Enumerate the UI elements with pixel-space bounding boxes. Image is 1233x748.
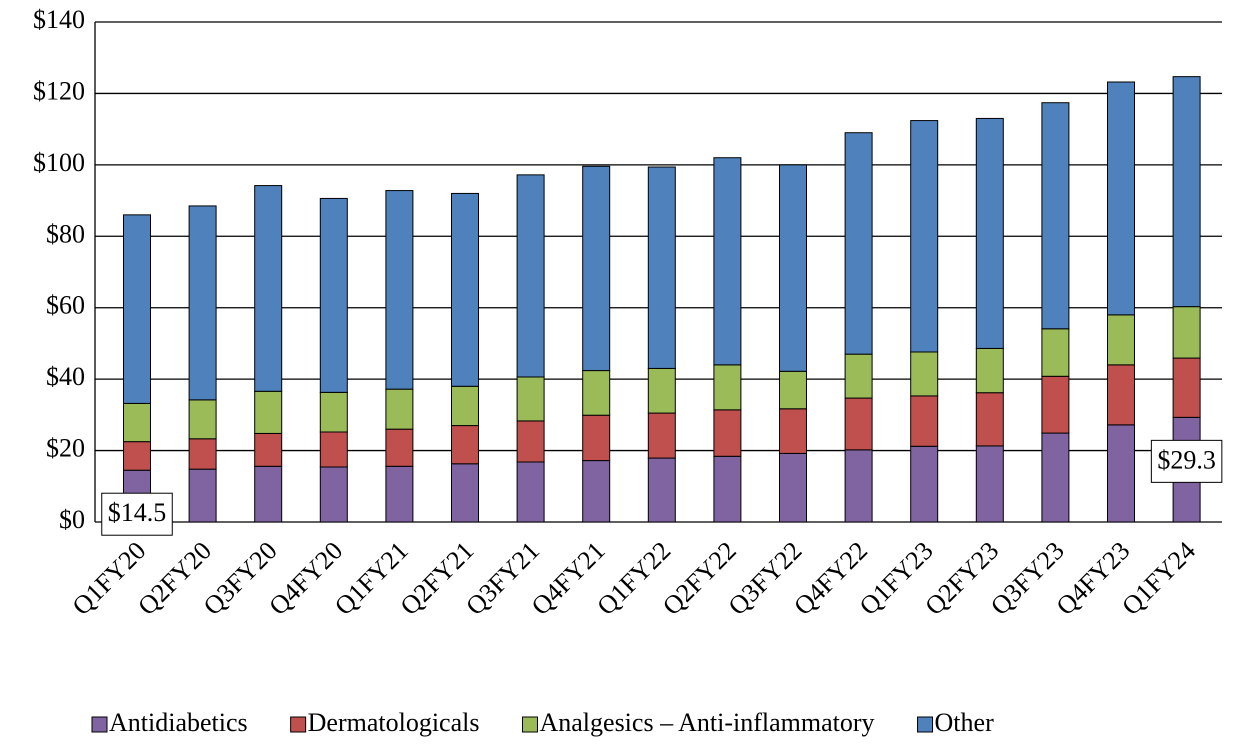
bar-segment — [975, 347, 1004, 394]
bar-segment — [1041, 432, 1070, 523]
bar-segment — [582, 370, 611, 416]
bar-segment — [779, 370, 807, 410]
data-label-text: $14.5 — [108, 498, 167, 527]
legend-label: Dermatologicals — [308, 708, 480, 737]
legend-swatch — [521, 716, 538, 733]
bar-segment — [582, 414, 611, 462]
bar-segment — [910, 351, 939, 397]
bar-segment — [385, 428, 414, 467]
bar-segment — [910, 120, 939, 353]
bar-segment — [713, 455, 742, 523]
bar-segment — [779, 408, 807, 454]
bar-segment — [910, 395, 939, 447]
bar-segment — [779, 452, 807, 523]
bar-segment — [188, 205, 217, 401]
bar-segment — [451, 463, 479, 523]
bar-segment — [647, 367, 676, 414]
bar-segment — [188, 438, 217, 470]
bar-segment — [516, 420, 545, 463]
y-tick-label: $100 — [33, 148, 85, 177]
bar-segment — [319, 391, 348, 433]
bar-segment — [1041, 102, 1070, 330]
legend-swatch — [91, 716, 108, 733]
bar-segment — [188, 468, 217, 523]
bar-segment — [1107, 81, 1135, 316]
bar-segment — [713, 157, 742, 366]
bar-segment — [582, 460, 611, 523]
bar-segment — [647, 457, 676, 523]
bar-segment — [975, 392, 1004, 447]
bar-segment — [1107, 314, 1135, 366]
y-tick-label: $80 — [46, 219, 85, 248]
data-label: $14.5 — [101, 492, 173, 536]
bar-segment — [1172, 357, 1201, 418]
bar-segment — [319, 466, 348, 523]
legend-label: Antidiabetics — [109, 708, 248, 737]
bar-segment — [123, 214, 151, 404]
y-tick-label: $140 — [33, 5, 85, 34]
bar-segment — [254, 185, 283, 392]
legend-label: Other — [935, 708, 995, 737]
bar-segment — [1041, 328, 1070, 377]
bar-segment — [451, 385, 479, 427]
bar-segment — [713, 364, 742, 411]
bar-segment — [844, 397, 873, 451]
bar-segment — [582, 165, 611, 372]
bar-segment — [385, 190, 414, 390]
y-tick-label: $40 — [46, 362, 85, 391]
bar-segment — [1041, 375, 1070, 434]
bar-segment — [123, 441, 151, 471]
bar-segment — [779, 164, 807, 372]
data-label-box — [1150, 439, 1223, 483]
data-label-box — [101, 492, 173, 536]
bar-segment — [975, 117, 1004, 349]
legend-swatch — [290, 716, 307, 733]
bar-segment — [451, 192, 479, 387]
data-label-text: $29.3 — [1157, 445, 1216, 474]
bar-segment — [254, 390, 283, 434]
bar-segment — [647, 166, 676, 369]
bar-segment — [844, 353, 873, 399]
legend-label: Analgesics – Anti-inflammatory — [539, 708, 874, 737]
bar-segment — [713, 409, 742, 457]
bar-segment — [1107, 424, 1135, 523]
bar-segment — [975, 445, 1004, 523]
y-tick-label: $0 — [59, 505, 85, 534]
bar-segment — [910, 445, 939, 523]
y-tick-label: $120 — [33, 76, 85, 105]
bar-segment — [516, 376, 545, 422]
bar-segment — [1172, 76, 1201, 308]
bar-segment — [844, 449, 873, 523]
bar-segment — [844, 132, 873, 355]
bar-segment — [385, 388, 414, 430]
bar-segment — [123, 402, 151, 443]
y-tick-label: $60 — [46, 291, 85, 320]
bar-segment — [516, 174, 545, 378]
bar-segment — [254, 432, 283, 467]
x-tick-label: Q1FY24 — [1116, 536, 1201, 621]
bar-segment — [319, 431, 348, 468]
bar-segment — [254, 465, 283, 523]
y-tick-label: $20 — [46, 434, 85, 463]
bar-segment — [188, 399, 217, 440]
bar-segment — [516, 461, 545, 523]
bar-segment — [451, 425, 479, 465]
bar-segment — [319, 197, 348, 393]
bar-segment — [1107, 364, 1135, 426]
legend-swatch — [917, 716, 934, 733]
bar-segment — [647, 412, 676, 459]
data-label: $29.3 — [1150, 439, 1223, 483]
bar-segment — [385, 465, 414, 523]
bar-segment — [1172, 306, 1201, 359]
